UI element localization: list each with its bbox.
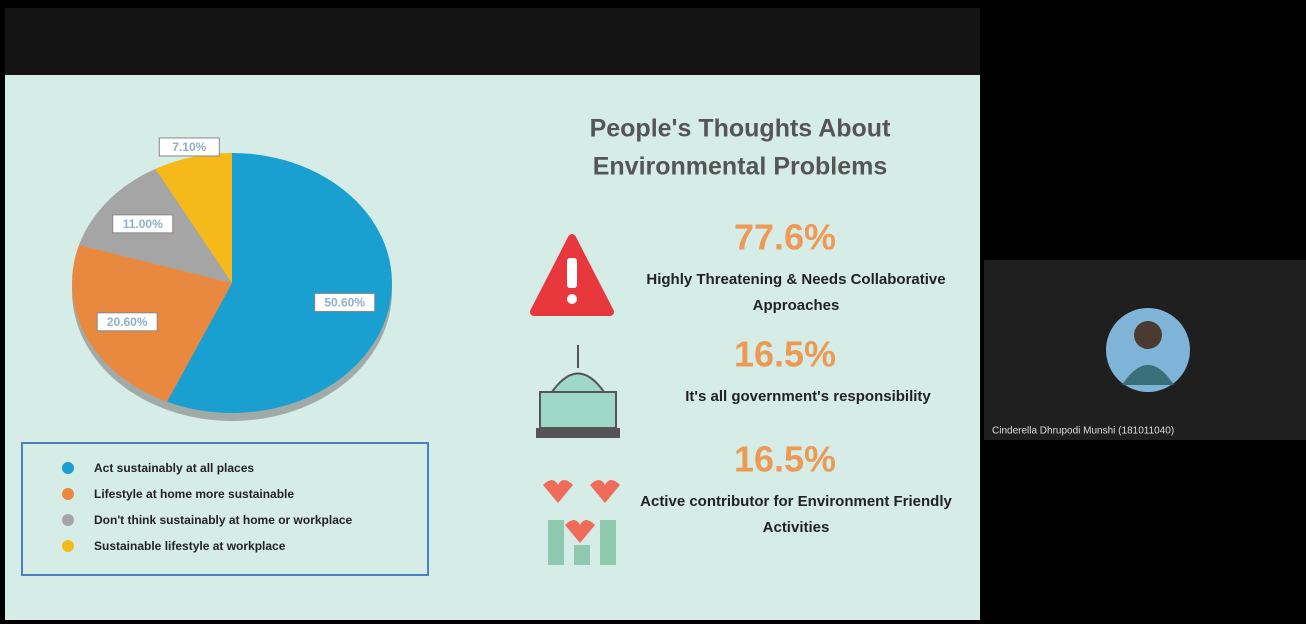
legend-swatch [62, 462, 74, 474]
avatar-head [1134, 321, 1162, 349]
stat-label: Activities [763, 519, 830, 536]
legend-label: Lifestyle at home more sustainable [94, 487, 294, 501]
legend-swatch [62, 488, 74, 500]
value-label-box [314, 292, 376, 312]
stat-label: It's all government's responsibility [685, 388, 931, 405]
stat-value: 77.6% [734, 217, 836, 258]
government-icon [536, 345, 620, 438]
value-label-box [158, 137, 220, 157]
legend-label: Sustainable lifestyle at workplace [94, 539, 286, 553]
contributor-icon [543, 480, 620, 565]
slide-title: People's Thoughts About [590, 115, 892, 143]
slide-top-bar [5, 8, 980, 75]
warning-icon [567, 294, 577, 304]
slide-title: Environmental Problems [593, 153, 888, 181]
pie-slice [155, 153, 232, 283]
stat-label: Active contributor for Environment Frien… [640, 493, 952, 510]
warning-icon [567, 258, 577, 288]
avatar [1106, 308, 1190, 392]
stat-value: 16.5% [734, 439, 836, 480]
legend-swatch [62, 540, 74, 552]
value-label: 7.10% [172, 140, 206, 154]
value-label: 11.00% [123, 217, 163, 231]
value-label-box [112, 214, 174, 234]
legend-label: Don't think sustainably at home or workp… [94, 513, 353, 527]
value-label: 20.60% [107, 315, 148, 329]
legend-box [21, 442, 429, 576]
stat-label: Highly Threatening & Needs Collaborative [646, 271, 945, 288]
value-label: 50.60% [324, 296, 365, 310]
stat-value: 16.5% [734, 334, 836, 375]
legend-swatch [62, 514, 74, 526]
legend-label: Act sustainably at all places [94, 461, 254, 475]
participant-name: Cinderella Dhrupodi Munshi (181011040) [992, 426, 1174, 437]
pie-slice [166, 153, 392, 413]
stat-label: Approaches [753, 297, 840, 314]
avatar-body [1122, 365, 1174, 385]
value-label-box [96, 312, 158, 332]
